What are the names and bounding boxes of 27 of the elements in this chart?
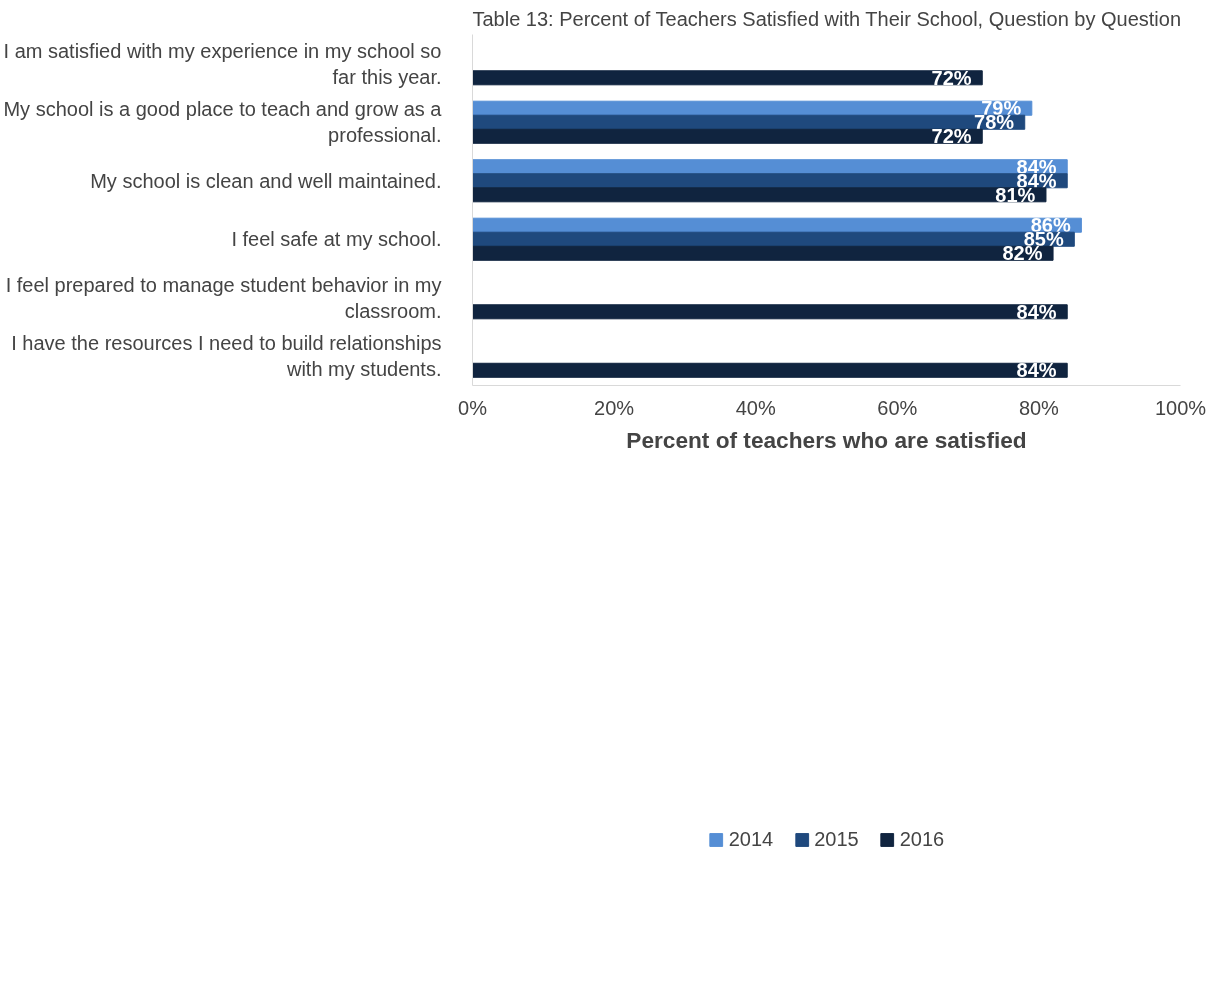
- bar: [472, 70, 983, 86]
- x-tick-label: 0%: [458, 396, 488, 419]
- y-tick-label: I feel safe at my school.: [231, 228, 442, 251]
- bar: [472, 187, 1047, 203]
- bar: [472, 245, 1054, 261]
- data-label: 72%: [931, 66, 972, 89]
- data-label: 84%: [1016, 300, 1057, 323]
- bar: [472, 304, 1068, 320]
- data-label: 84%: [1016, 359, 1057, 382]
- y-tick-label: I feel prepared to manage student behavior in my classroom.: [5, 273, 442, 322]
- legend-label: 2014: [728, 827, 774, 851]
- x-tick-label: 60%: [877, 396, 918, 419]
- legend-label: 2016: [899, 827, 945, 851]
- data-label: 72%: [931, 125, 972, 148]
- x-tick-label: 80%: [1018, 396, 1060, 419]
- y-tick-label: My school is clean and well maintained.: [90, 169, 442, 192]
- x-axis-title: Percent of teachers who are satisfied: [626, 426, 1027, 453]
- y-tick-label: I am satisfied with my experience in my school so far this year.: [3, 39, 442, 88]
- y-tick-label: I have the resources I need to build relationships with my students.: [11, 332, 442, 381]
- bar: [472, 362, 1068, 378]
- x-tick-label: 20%: [594, 396, 635, 419]
- chart-title: Table 13: Percent of Teachers Satisfied with Their School, Question by Question: [472, 7, 1182, 30]
- legend-label: 2015: [814, 827, 859, 851]
- y-tick-label: My school is a good place to teach and grow as a professional.: [3, 98, 443, 147]
- x-tick-label: 40%: [735, 396, 776, 419]
- bar: [472, 128, 983, 144]
- x-tick-label: 100%: [1154, 396, 1207, 419]
